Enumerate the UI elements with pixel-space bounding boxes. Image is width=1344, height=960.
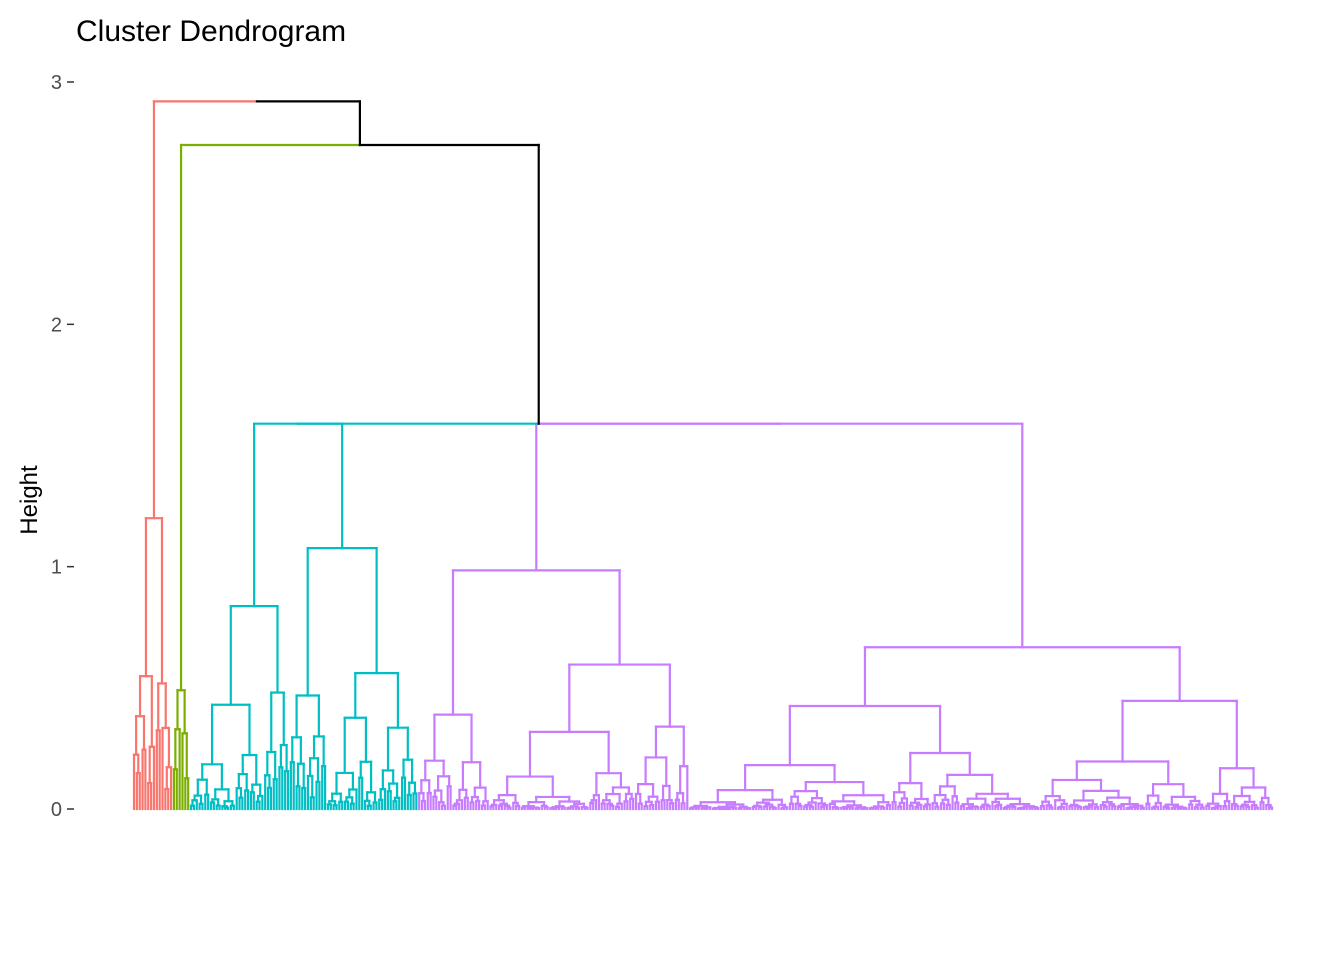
y-tick-label: 3 <box>51 72 62 94</box>
y-axis-label: Height <box>16 465 43 535</box>
dendrogram-branches <box>132 100 1274 811</box>
y-tick-label: 0 <box>51 799 62 821</box>
y-tick-label: 1 <box>51 557 62 579</box>
y-axis: 0 1 2 3 <box>51 72 74 821</box>
chart-title: Cluster Dendrogram <box>76 15 346 48</box>
y-tick-label: 2 <box>51 314 62 336</box>
